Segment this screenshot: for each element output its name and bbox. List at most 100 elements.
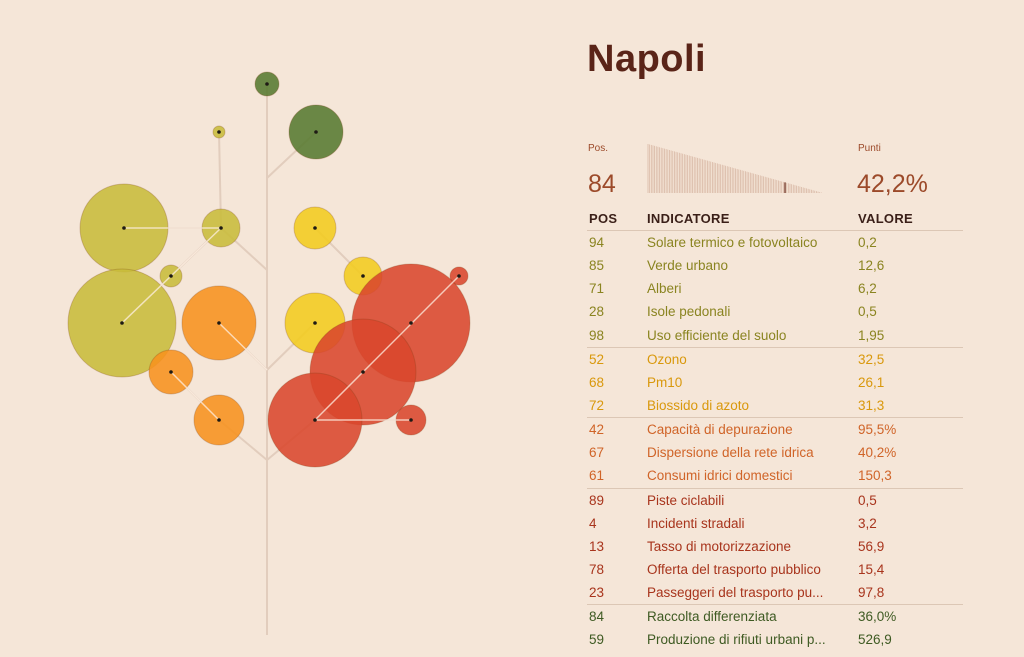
tree-branch-overlay (314, 275, 460, 421)
row-pos: 84 (589, 609, 605, 625)
row-indicator: Solare termico e fotovoltaico (647, 235, 818, 250)
bubble-center-dot (313, 226, 317, 230)
row-value: 15,4 (858, 561, 885, 577)
table-row[interactable]: 59 Produzione di rifiuti urbani p... 526,9 (587, 628, 963, 651)
row-value: 150,3 (858, 468, 892, 484)
row-value: 6,2 (858, 281, 877, 297)
row-indicator: Dispersione della rete idrica (647, 445, 814, 461)
table-row[interactable]: 72 Biossido di azoto 31,3 (587, 394, 963, 417)
row-pos: 72 (589, 397, 605, 413)
row-pos: 85 (589, 258, 605, 274)
row-indicator: Uso efficiente del suolo (647, 327, 787, 343)
points-label: Punti (858, 143, 881, 154)
bubble-center-dot (217, 418, 221, 422)
pos-label: Pos. (588, 143, 609, 154)
bubble-center-dot (217, 321, 221, 325)
bubble-center-dot (314, 130, 318, 134)
table-row[interactable]: 52 Ozono 32,5 (587, 346, 963, 371)
table-row[interactable]: 78 Offerta del trasporto pubblico 15,4 (587, 558, 963, 581)
table-row[interactable]: 84 Raccolta differenziata 36,0% (587, 604, 963, 628)
points-value: 42,2% (857, 170, 928, 198)
row-value: 526,9 (858, 632, 892, 648)
row-pos: 4 (589, 515, 597, 531)
row-indicator: Produzione di rifiuti urbani p... (647, 632, 826, 648)
table-row[interactable]: 89 Piste ciclabili 0,5 (587, 487, 963, 512)
bubble-center-dot (409, 418, 413, 422)
row-pos: 13 (589, 538, 605, 554)
row-value: 36,0% (858, 609, 897, 625)
bubble-center-dot (169, 274, 173, 278)
row-indicator: Incidenti stradali (647, 515, 745, 531)
row-value: 0,5 (858, 304, 877, 320)
table-row[interactable]: 98 Uso efficiente del suolo 1,95 (587, 324, 963, 347)
ranking-sparkline (647, 144, 822, 193)
row-indicator: Pm10 (647, 374, 683, 390)
row-pos: 28 (589, 304, 605, 320)
indicator-table: 94 Solare termico e fotovoltaico 0,2 85 Verd… (587, 230, 963, 652)
row-pos: 78 (589, 561, 605, 577)
table-row[interactable]: 42 Capacità di depurazione 95,5% (587, 417, 963, 441)
table-row[interactable]: 94 Solare termico e fotovoltaico 0,2 (587, 230, 963, 254)
table-row[interactable]: 4 Incidenti stradali 3,2 (587, 512, 963, 535)
header-value: VALORE (858, 211, 914, 226)
bubble-center-dot (217, 130, 221, 134)
header-pos: POS (589, 211, 618, 226)
table-row[interactable]: 28 Isole pedonali 0,5 (587, 300, 963, 323)
row-pos: 59 (589, 632, 605, 648)
row-indicator: Biossido di azoto (647, 397, 750, 413)
bubble-center-dot (120, 321, 124, 325)
row-indicator: Ozono (647, 351, 687, 367)
row-value: 3,2 (858, 515, 877, 531)
row-pos: 52 (589, 351, 605, 367)
bubble-tree-chart (67, 71, 471, 635)
row-value: 31,3 (858, 397, 885, 413)
pos-value: 84 (588, 170, 616, 198)
bubble-center-dot (313, 321, 317, 325)
row-indicator: Consumi idrici domestici (647, 468, 793, 484)
row-indicator: Raccolta differenziata (647, 609, 777, 625)
row-value: 26,1 (858, 374, 885, 390)
row-indicator: Verde urbano (647, 258, 729, 274)
bubble-center-dot (361, 370, 365, 374)
row-value: 95,5% (858, 422, 897, 438)
bubble-center-dot (361, 274, 365, 278)
row-value: 40,2% (858, 445, 897, 461)
row-pos: 71 (589, 281, 605, 297)
city-title: Napoli (587, 38, 707, 80)
bubble-center-dot (169, 370, 173, 374)
row-indicator: Capacità di depurazione (647, 422, 793, 438)
table-row[interactable]: 71 Alberi 6,2 (587, 277, 963, 300)
row-indicator: Isole pedonali (647, 304, 731, 320)
row-indicator: Tasso di motorizzazione (647, 538, 792, 554)
row-value: 32,5 (858, 351, 885, 367)
row-pos: 89 (589, 492, 605, 508)
row-pos: 68 (589, 374, 605, 390)
table-row[interactable]: 13 Tasso di motorizzazione 56,9 (587, 535, 963, 558)
row-indicator: Passeggeri del trasporto pu... (647, 585, 824, 601)
row-indicator: Offerta del trasporto pubblico (647, 561, 821, 577)
bubble-center-dot (457, 274, 461, 278)
row-value: 56,9 (858, 538, 885, 554)
row-indicator: Piste ciclabili (647, 492, 725, 508)
table-row[interactable]: 61 Consumi idrici domestici 150,3 (587, 464, 963, 487)
table-row[interactable]: 67 Dispersione della rete idrica 40,2% (587, 441, 963, 464)
row-pos: 61 (589, 468, 605, 484)
row-value: 1,95 (858, 327, 885, 343)
row-pos: 98 (589, 327, 605, 343)
bubble-center-dot (219, 226, 223, 230)
row-indicator: Alberi (647, 281, 682, 297)
header-indicator: INDICATORE (647, 211, 730, 226)
tree-branch-overlay (170, 371, 220, 421)
row-pos: 94 (589, 235, 605, 250)
row-value: 97,8 (858, 585, 885, 601)
row-value: 12,6 (858, 258, 885, 274)
table-row[interactable]: 23 Passeggeri del trasporto pu... 97,8 (587, 581, 963, 604)
table-row[interactable]: 68 Pm10 26,1 (587, 371, 963, 394)
tree-branch-overlay (218, 322, 268, 371)
row-value: 0,5 (858, 492, 877, 508)
table-row[interactable]: 85 Verde urbano 12,6 (587, 254, 963, 277)
bubble-center-dot (313, 418, 317, 422)
row-pos: 42 (589, 422, 605, 438)
bubble-center-dot (265, 82, 269, 86)
row-value: 0,2 (858, 235, 877, 250)
